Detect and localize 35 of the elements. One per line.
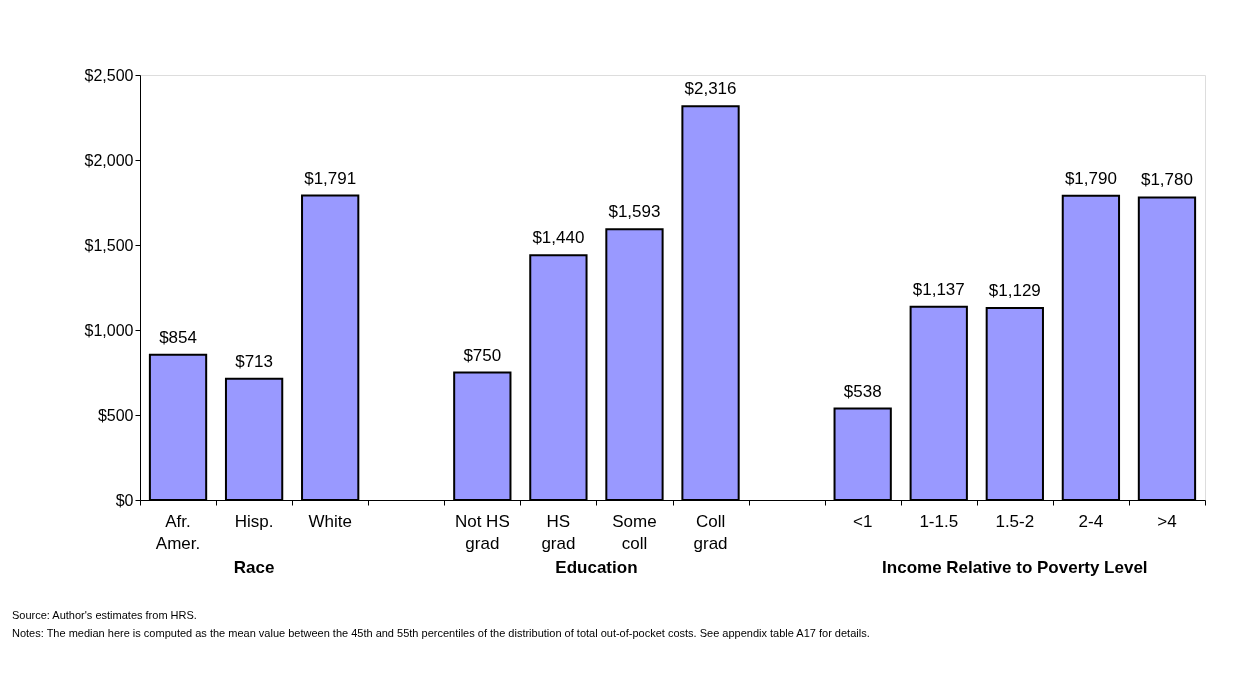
y-tick-label: $0 (115, 491, 134, 509)
y-tick-label: $2,000 (84, 151, 134, 169)
data-label: $1,780 (1140, 170, 1193, 190)
y-tick-label: $1,000 (84, 321, 134, 339)
data-label: $538 (843, 381, 882, 401)
x-tick-label: Coll grad (693, 512, 728, 553)
x-tick-label: 2-4 (1078, 512, 1104, 531)
data-label: $2,316 (684, 79, 737, 99)
x-tick-label: Not HS grad (454, 512, 510, 553)
data-label: $713 (235, 351, 274, 371)
data-label: $1,137 (912, 279, 965, 299)
data-label: $1,129 (988, 281, 1041, 301)
x-tick-label: Hisp. (234, 512, 274, 531)
y-tick-label: $500 (97, 406, 134, 424)
x-tick-label: 1-1.5 (919, 512, 959, 531)
y-tick-label: $2,500 (84, 66, 134, 84)
source-note: Source: Author's estimates from HRS. (12, 609, 197, 621)
data-label: $750 (463, 345, 502, 365)
x-tick-label: White (308, 512, 352, 531)
text: Notes: The median here is computed as the mean value between the 45th and 55th percentiles of the distribution of total out-of-pocket costs. See appendix table A17 for details. (12, 627, 870, 639)
x-tick-label: <1 (852, 512, 873, 531)
data-label: $1,593 (608, 202, 661, 222)
text: Race (233, 558, 275, 577)
x-tick-label: >4 (1157, 512, 1177, 531)
data-label: $1,440 (532, 228, 585, 248)
text: Income Relative to Poverty Level (882, 558, 1148, 577)
x-tick-label: 1.5-2 (995, 512, 1035, 531)
x-tick-label: Afr. Amer. (155, 512, 201, 553)
x-tick-label: Some coll (612, 512, 657, 553)
data-label: $1,790 (1064, 168, 1117, 188)
text: Education (555, 558, 638, 577)
data-label: $1,791 (304, 168, 357, 188)
y-tick-label: $1,500 (84, 236, 134, 254)
data-label: $854 (159, 327, 197, 347)
x-tick-label: HS grad (541, 512, 576, 553)
